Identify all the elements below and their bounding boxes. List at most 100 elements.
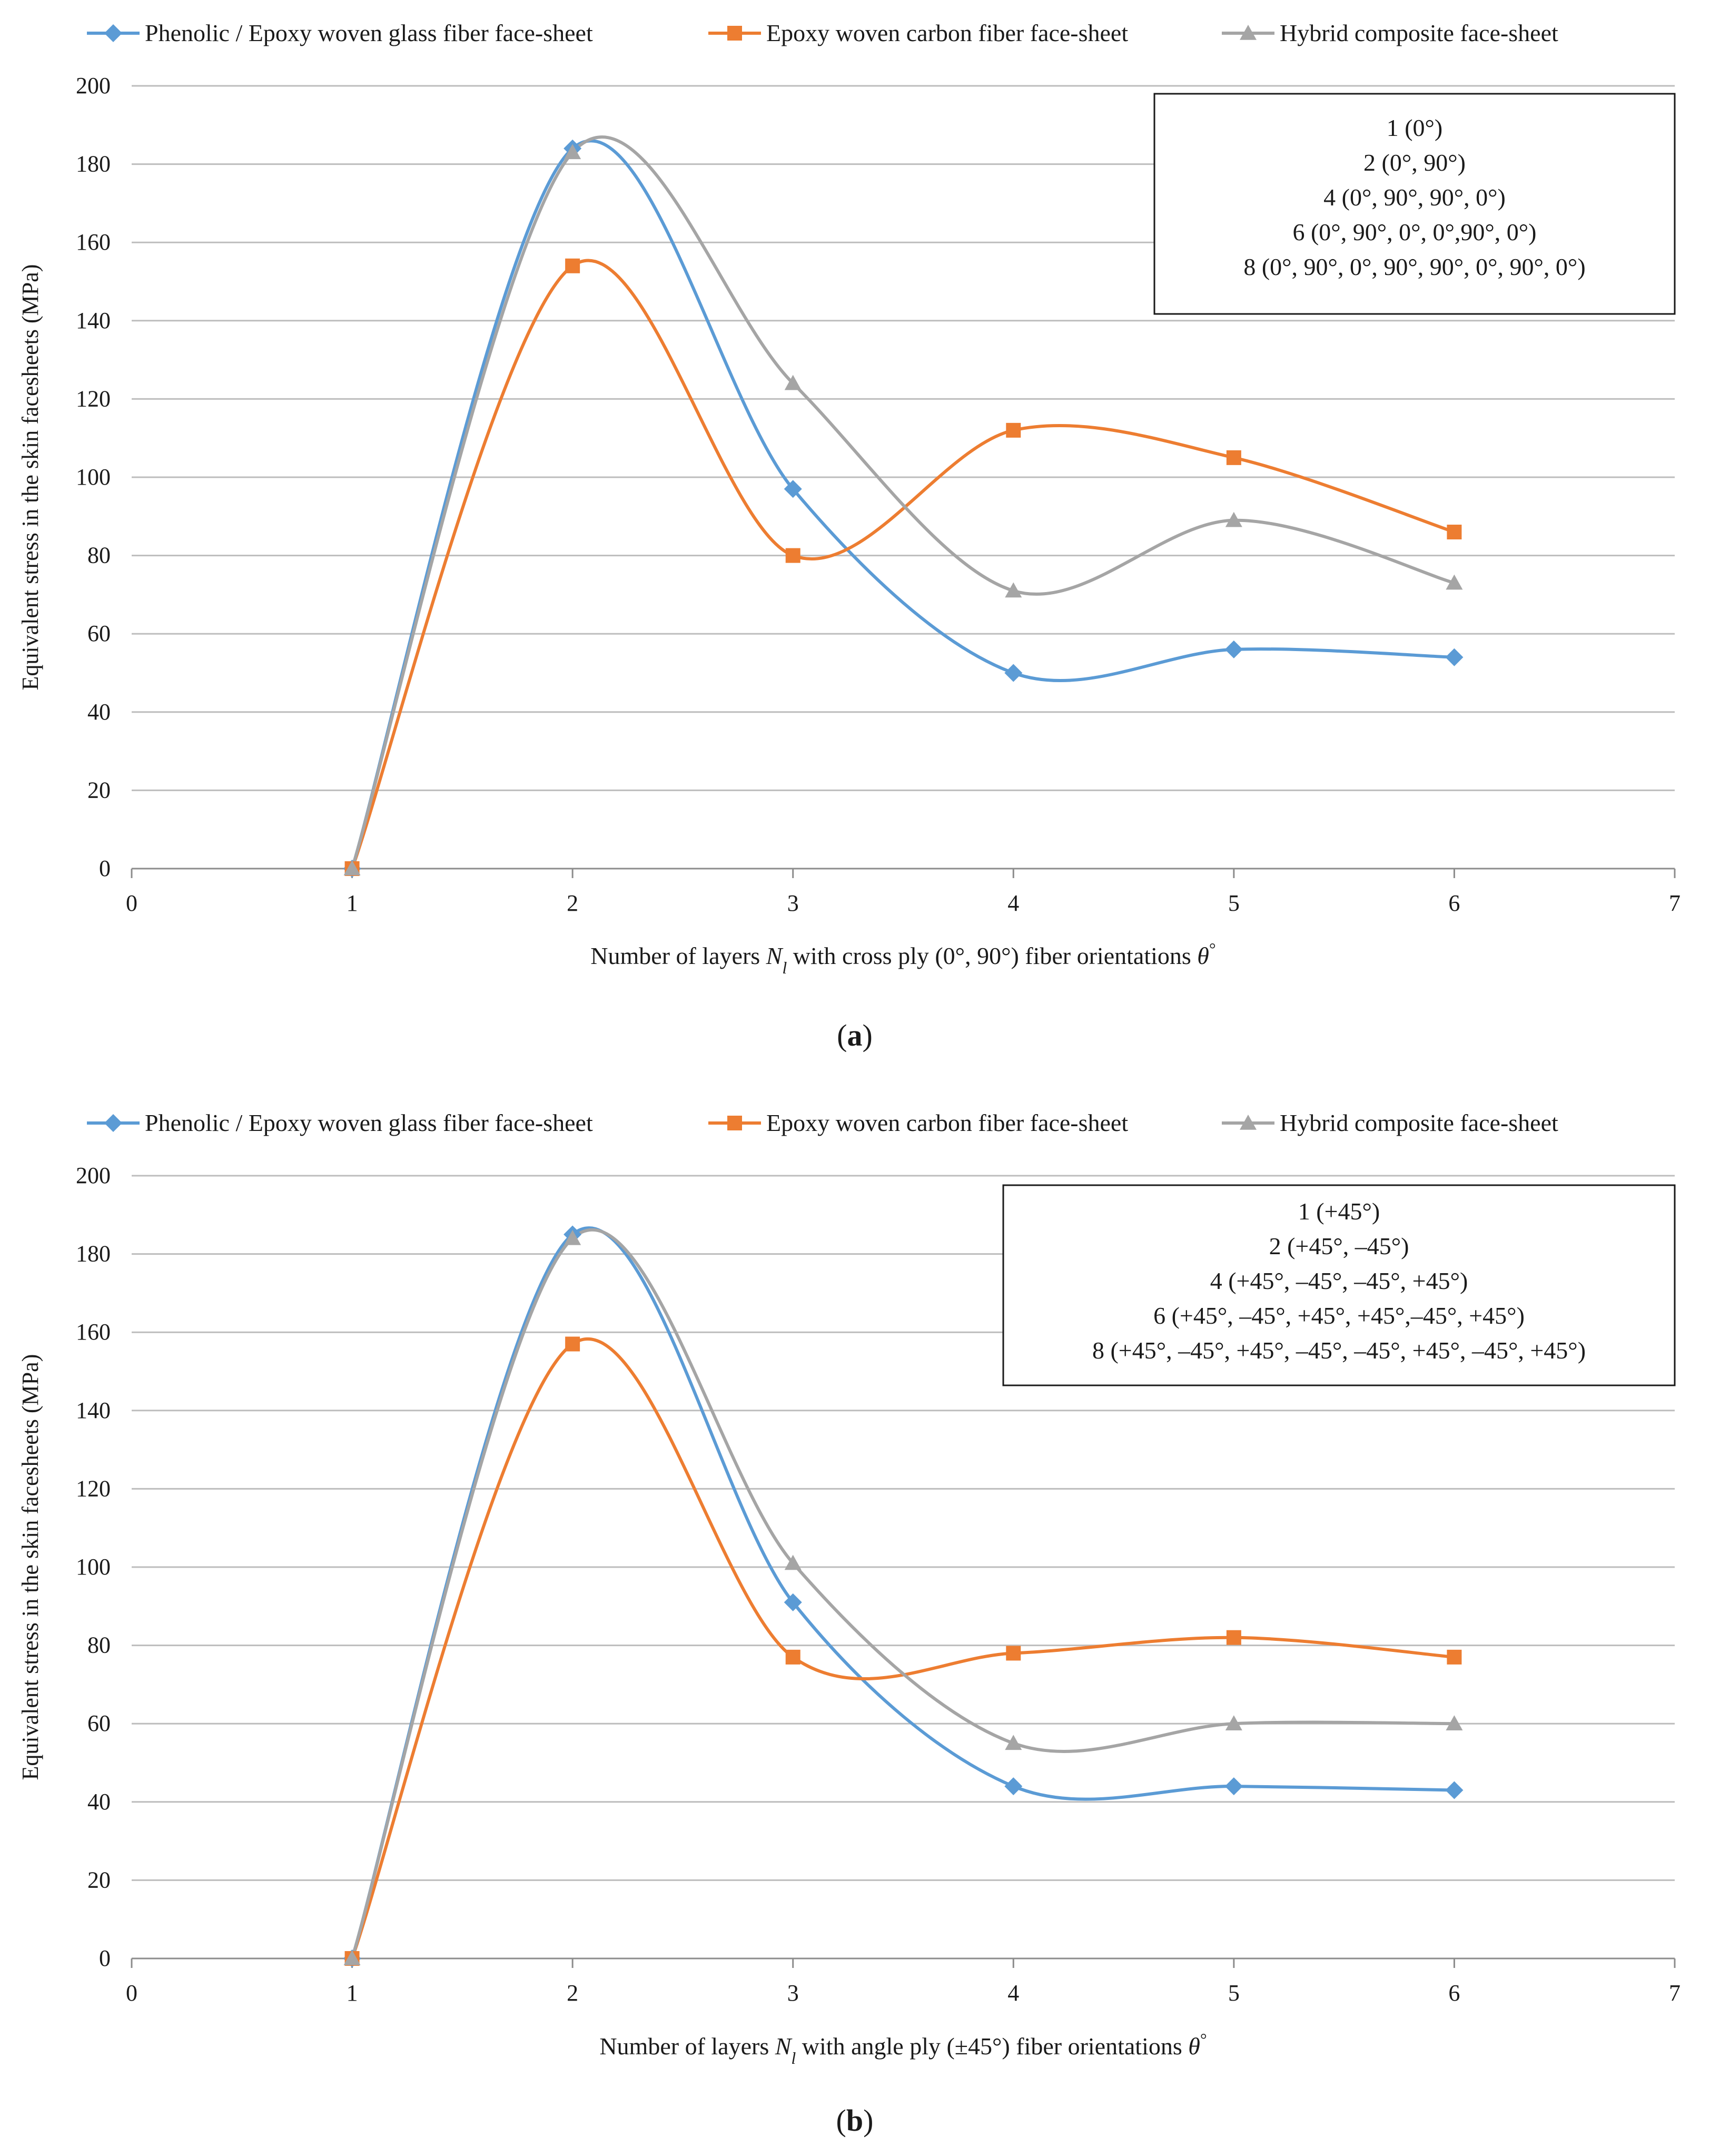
x-axis-title-part: ° xyxy=(1200,2030,1207,2049)
legend-swatch-marker xyxy=(727,1116,742,1130)
annotation-line: 4 (+45°, –45°, –45°, +45°) xyxy=(1210,1267,1468,1294)
data-point xyxy=(564,1229,581,1245)
x-tick-label: 0 xyxy=(126,890,137,916)
data-point xyxy=(784,1554,802,1570)
y-tick-label: 80 xyxy=(87,543,111,568)
x-tick-label: 5 xyxy=(1228,890,1240,916)
x-axis-title: Number of layers Nl with cross ply (0°, … xyxy=(590,939,1215,977)
y-tick-label: 160 xyxy=(76,1319,111,1345)
data-point xyxy=(565,1336,580,1352)
annotation-line: 8 (0°, 90°, 0°, 90°, 90°, 0°, 90°, 0°) xyxy=(1243,253,1585,280)
data-point xyxy=(1226,450,1241,465)
x-tick-label: 6 xyxy=(1448,890,1460,916)
panel-label-part: ) xyxy=(863,1018,873,1052)
legend-entry: Hybrid composite face-sheet xyxy=(1280,1109,1558,1136)
legend-entry: Epoxy woven carbon fiber face-sheet xyxy=(766,19,1128,46)
x-axis-title-part: with angle ply (±45°) fiber orientations xyxy=(796,2033,1188,2060)
y-tick-label: 120 xyxy=(76,1475,111,1501)
data-point xyxy=(1224,1777,1243,1796)
x-tick-label: 4 xyxy=(1007,890,1019,916)
data-point xyxy=(1224,640,1243,658)
data-point xyxy=(1004,664,1023,682)
data-point xyxy=(784,375,802,390)
series-line xyxy=(350,259,1455,870)
y-tick-label: 180 xyxy=(76,1241,111,1267)
y-tick-label: 0 xyxy=(99,1945,111,1971)
x-axis-title: Number of layers Nl with angle ply (±45°… xyxy=(599,2030,1207,2068)
data-point xyxy=(1447,525,1462,540)
y-tick-label: 200 xyxy=(76,73,111,99)
chart-panel-a: 0 20 40 60 80 100 120 140 160 180 200 0 1 2 3 4 5 6 7 Pheno… xyxy=(17,19,1681,1052)
y-tick-label: 80 xyxy=(87,1632,111,1658)
legend-entry: Phenolic / Epoxy woven glass fiber face-… xyxy=(145,19,593,46)
data-point xyxy=(784,1593,802,1611)
x-axis-title-part: Number of layers xyxy=(590,942,766,969)
series-line xyxy=(350,1337,1455,1960)
y-tick-label: 160 xyxy=(76,229,111,255)
x-tick-label: 7 xyxy=(1669,890,1681,916)
annotation-box xyxy=(1153,93,1676,315)
data-point xyxy=(1005,582,1022,598)
x-tick-label: 1 xyxy=(347,1980,358,2006)
panel-label-part: ( xyxy=(837,1018,847,1052)
annotation-line: 2 (+45°, –45°) xyxy=(1269,1233,1409,1259)
x-axis-title-part: ° xyxy=(1209,939,1216,958)
y-tick-label: 140 xyxy=(76,1397,111,1423)
x-tick-label: 4 xyxy=(1007,1980,1019,2006)
y-axis-title: Equivalent stress in the skin facesheets… xyxy=(17,264,43,691)
data-point xyxy=(785,1649,800,1665)
annotation-line: 4 (0°, 90°, 90°, 0°) xyxy=(1323,184,1506,211)
annotation-line: 6 (0°, 90°, 0°, 0°,90°, 0°) xyxy=(1292,219,1536,245)
y-tick-label: 60 xyxy=(87,1710,111,1736)
panel-label: (b) xyxy=(836,2103,874,2138)
y-tick-label: 60 xyxy=(87,621,111,646)
data-point xyxy=(565,258,580,273)
legend-entry: Epoxy woven carbon fiber face-sheet xyxy=(766,1109,1128,1136)
annotation-line: 8 (+45°, –45°, +45°, –45°, –45°, +45°, –… xyxy=(1092,1337,1586,1364)
x-tick-label: 5 xyxy=(1228,1980,1240,2006)
x-axis-title-part: θ xyxy=(1197,942,1209,969)
legend-swatch-marker xyxy=(1240,1115,1257,1130)
y-tick-label: 100 xyxy=(76,1554,111,1580)
data-point xyxy=(1445,1781,1464,1799)
x-axis-title-part: l xyxy=(782,958,787,977)
x-axis-title-part: with cross ply (0°, 90°) fiber orientati… xyxy=(787,942,1197,969)
x-axis-title-part: N xyxy=(766,942,784,969)
y-tick-label: 0 xyxy=(99,855,111,881)
legend-swatch-marker xyxy=(1240,25,1257,40)
x-tick-label: 6 xyxy=(1448,1980,1460,2006)
y-tick-label: 120 xyxy=(76,386,111,411)
panel-label: (a) xyxy=(837,1018,873,1052)
chart-panel-b: 0 20 40 60 80 100 120 140 160 180 200 0 1 2 3 4 5 6 7 Pheno… xyxy=(17,1109,1681,2138)
data-point xyxy=(1006,1646,1021,1661)
x-tick-label: 2 xyxy=(567,1980,578,2006)
data-point xyxy=(564,144,581,160)
x-tick-label: 3 xyxy=(787,1980,799,2006)
data-point xyxy=(343,1950,361,1965)
y-tick-label: 40 xyxy=(87,699,111,725)
x-tick-label: 0 xyxy=(126,1980,137,2006)
panel-label-part: a xyxy=(847,1018,863,1052)
panel-label-part: ( xyxy=(836,2103,846,2138)
y-tick-label: 100 xyxy=(76,464,111,490)
data-point xyxy=(784,480,802,498)
annotation-line: 1 (+45°) xyxy=(1298,1198,1380,1225)
data-point xyxy=(1006,422,1021,438)
x-axis-title-part: θ xyxy=(1188,2033,1200,2060)
legend-swatch-marker xyxy=(104,1114,122,1132)
x-axis-title-part: N xyxy=(775,2033,793,2060)
data-point xyxy=(1446,574,1463,590)
x-tick-label: 2 xyxy=(567,890,578,916)
panel-label-part: ) xyxy=(863,2103,873,2138)
x-tick-label: 1 xyxy=(347,890,358,916)
y-tick-label: 40 xyxy=(87,1789,111,1815)
data-point xyxy=(343,860,361,875)
y-tick-label: 140 xyxy=(76,308,111,333)
legend-swatch-marker xyxy=(727,26,742,41)
data-point xyxy=(1445,648,1464,666)
y-tick-label: 20 xyxy=(87,777,111,803)
panel-label-part: b xyxy=(846,2103,863,2138)
data-point xyxy=(1447,1649,1462,1665)
y-tick-label: 20 xyxy=(87,1867,111,1893)
